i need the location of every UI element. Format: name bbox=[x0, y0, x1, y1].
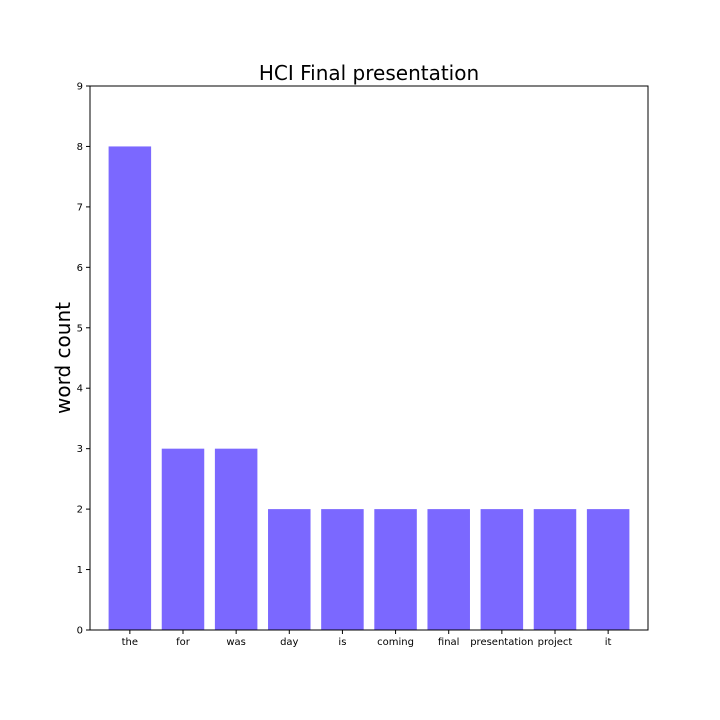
y-tick-label: 9 bbox=[77, 82, 83, 93]
y-tick-label: 1 bbox=[77, 565, 83, 576]
y-tick-label: 5 bbox=[77, 323, 83, 334]
y-tick-label: 3 bbox=[77, 444, 83, 455]
bar-is bbox=[321, 509, 364, 630]
bars-group bbox=[108, 146, 630, 630]
chart-title: HCI Final presentation bbox=[259, 61, 479, 85]
y-tick-label: 2 bbox=[77, 505, 83, 516]
bar-project bbox=[533, 509, 577, 630]
bar-was bbox=[214, 448, 258, 630]
bar-final bbox=[427, 509, 470, 630]
x-tick-label: is bbox=[338, 637, 346, 648]
x-axis-ticks: the for was day is coming final presentation pro… bbox=[122, 630, 612, 648]
bar-presentation bbox=[480, 509, 524, 630]
y-axis-ticks: 0 1 2 3 4 5 6 7 8 9 bbox=[77, 82, 90, 637]
x-tick-label: it bbox=[605, 637, 612, 648]
x-tick-label: day bbox=[280, 637, 298, 648]
y-tick-label: 8 bbox=[77, 142, 83, 153]
x-tick-label: final bbox=[438, 637, 460, 648]
bar-day bbox=[268, 509, 311, 630]
y-tick-label: 0 bbox=[77, 626, 83, 637]
bar-it bbox=[586, 509, 630, 630]
x-tick-label: for bbox=[176, 637, 191, 648]
x-tick-label: coming bbox=[377, 637, 414, 648]
bar-for bbox=[161, 448, 205, 630]
x-tick-label: project bbox=[538, 637, 573, 648]
plot-frame bbox=[89, 85, 649, 631]
y-tick-label: 4 bbox=[77, 384, 83, 395]
bar-coming bbox=[374, 509, 417, 630]
x-tick-label: presentation bbox=[470, 637, 533, 648]
bar-the bbox=[108, 146, 152, 630]
y-axis-label: word count bbox=[51, 302, 75, 414]
x-tick-label: the bbox=[122, 637, 138, 648]
y-tick-label: 7 bbox=[77, 202, 83, 213]
x-tick-label: was bbox=[226, 637, 246, 648]
y-tick-label: 6 bbox=[77, 263, 83, 274]
